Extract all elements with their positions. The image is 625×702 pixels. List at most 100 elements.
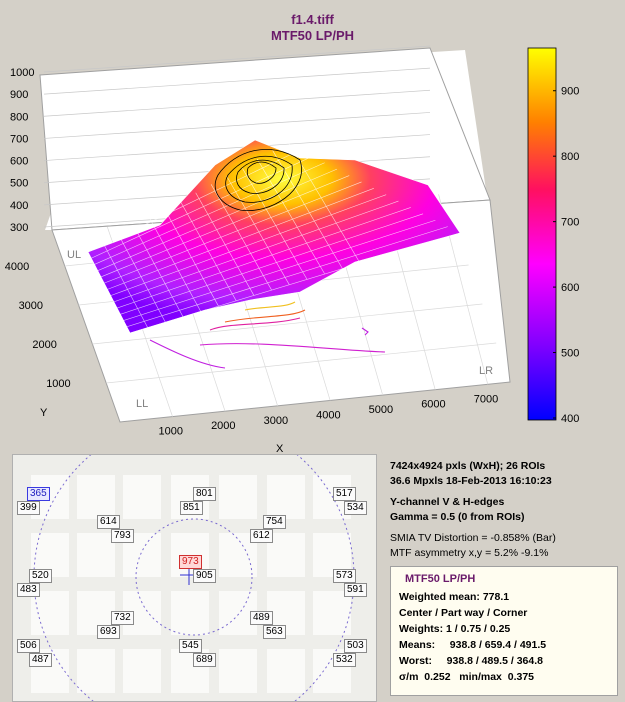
roi-mtf-label: 689: [193, 653, 216, 667]
roi-mtf-label: 534: [344, 501, 367, 515]
colorbar-tick-label: 400: [561, 413, 579, 425]
roi-target-map: 365 399 801 851 517 534 614 793 754 612 973 905 520 4…: [12, 454, 377, 702]
x-tick-label: 2000: [211, 420, 235, 432]
colorbar-tick-label: 500: [561, 348, 579, 360]
roi-mtf-label: 591: [344, 583, 367, 597]
chart-patch: [267, 475, 305, 519]
y-gridline: [106, 342, 497, 384]
roi-mtf-label: 532: [333, 653, 356, 667]
mesh-line: [87, 251, 131, 334]
roi-mtf-label: 487: [29, 653, 52, 667]
mesh-line: [87, 149, 301, 253]
y-tick-label: 4000: [5, 261, 29, 273]
mesh-line: [123, 219, 436, 321]
chart-patch: [171, 591, 209, 635]
mesh-line: [210, 184, 272, 291]
roi-mtf-label: 905: [193, 569, 216, 583]
corner-label-ul: UL: [67, 249, 81, 261]
roi-mtf-label: 365: [27, 487, 50, 501]
info-line-3: Y-channel V & H-edges: [390, 496, 505, 508]
roi-mtf-label: 563: [263, 625, 286, 639]
info-line-5: SMIA TV Distortion = -0.858% (Bar): [390, 532, 556, 544]
chart-patch: [219, 649, 257, 693]
mesh-line: [133, 226, 184, 317]
roi-mtf-label: 614: [97, 515, 120, 529]
y-tick-label: 3000: [19, 300, 43, 312]
z-tick-label: 300: [10, 222, 28, 234]
z-tick-label: 400: [10, 200, 28, 212]
x-tick-label: 5000: [369, 404, 393, 416]
info-line-1: 7424x4924 pxls (WxH); 26 ROIs: [390, 460, 546, 472]
z-gridline: [43, 112, 431, 139]
roi-mtf-label: 503: [344, 639, 367, 653]
mesh-line: [120, 213, 424, 315]
z-tick-label: 900: [10, 89, 28, 101]
colorbar-tick-label: 600: [561, 282, 579, 294]
roi-mtf-label: 520: [29, 569, 52, 583]
chart-patch: [123, 649, 161, 693]
z-gridline: [43, 134, 431, 161]
chart-patch: [313, 591, 351, 635]
z-tick-label: 1000: [10, 67, 34, 79]
corner-label-lr: LR: [479, 365, 493, 377]
y-gridline: [92, 303, 483, 345]
mtf50-surface-plot: 300 400 500 600 700 800 900 1000 1000 2000 3000 40…: [5, 45, 579, 454]
info-line-6: MTF asymmetry x,y = 5.2% -9.1%: [390, 547, 549, 559]
chart-patch: [219, 475, 257, 519]
chart-patch: [31, 591, 69, 635]
z-tick-label: 700: [10, 133, 28, 145]
roi-mtf-label: 851: [180, 501, 203, 515]
z-gridline: [43, 89, 431, 117]
colorbar: [527, 47, 557, 421]
roi-mtf-label: 545: [179, 639, 202, 653]
chart-title: f1.4.tiff: [291, 12, 334, 27]
roi-mtf-label: 517: [333, 487, 356, 501]
summary-cpc: Center / Part way / Corner: [399, 607, 528, 619]
colorbar-tick-label: 700: [561, 217, 579, 229]
mesh-line: [256, 158, 325, 274]
chart-patch: [77, 475, 115, 519]
chart-patch: [267, 649, 305, 693]
summary-weighted-mean: Weighted mean: 778.1: [399, 591, 510, 603]
chart-patch: [267, 533, 305, 577]
x-tick-label: 1000: [159, 426, 183, 438]
chart-patch: [77, 533, 115, 577]
mesh-line: [107, 188, 374, 290]
x-axis-label: X: [276, 443, 284, 454]
mesh-line: [195, 192, 255, 296]
roi-mtf-label: 483: [17, 583, 40, 597]
summary-worst: Worst: 938.8 / 489.5 / 364.8: [399, 655, 543, 667]
mtf-surface: [87, 139, 461, 334]
roi-mtf-label: 506: [17, 639, 40, 653]
summary-weights: Weights: 1 / 0.75 / 0.25: [399, 623, 511, 635]
roi-mtf-label: 612: [250, 529, 273, 543]
x-tick-label: 4000: [316, 409, 340, 421]
mesh-line: [116, 207, 411, 309]
roi-mtf-label: 489: [250, 611, 273, 625]
mesh-line: [164, 209, 219, 307]
info-line-2: 36.6 Mpxls 18-Feb-2013 16:10:23: [390, 475, 552, 487]
chart-patch: [123, 475, 161, 519]
mesh-line: [129, 232, 461, 334]
chart-subtitle: MTF50 LP/PH: [270, 28, 355, 43]
mesh-line: [226, 175, 290, 285]
y-tick-label: 1000: [46, 378, 70, 390]
summary-sigma: σ/m 0.252 min/max 0.375: [399, 671, 535, 683]
x-tick-label: 7000: [474, 393, 498, 405]
roi-mtf-label: 801: [193, 487, 216, 501]
z-gridline: [43, 45, 431, 73]
roi-mtf-label: 693: [97, 625, 120, 639]
mesh-line: [94, 162, 325, 265]
mesh-line: [91, 156, 313, 259]
roi-mtf-label: 573: [333, 569, 356, 583]
colorbar-tick-label: 900: [561, 86, 579, 98]
mtf-summary-box: MTF50 LP/PH Weighted mean: 778.1 Center …: [390, 566, 618, 696]
roi-mtf-label: 793: [111, 529, 134, 543]
mesh-line: [126, 226, 448, 328]
mesh-line: [104, 181, 362, 284]
x-tick-label: 3000: [264, 415, 288, 427]
roi-mtf-label: 754: [263, 515, 286, 529]
z-tick-label: 800: [10, 111, 28, 123]
chart-patch: [77, 649, 115, 693]
y-tick-label: 2000: [32, 339, 56, 351]
